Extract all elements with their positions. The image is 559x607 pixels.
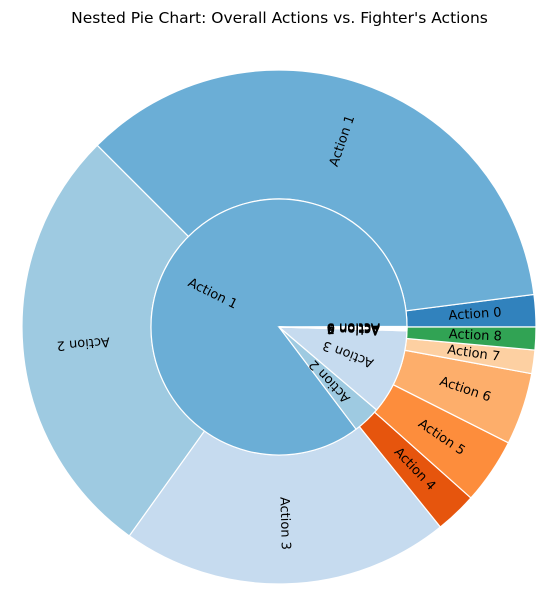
outer-label-action-3: Action 3 [276, 497, 293, 551]
inner-label-action-0: Action 0 [327, 319, 380, 334]
inner-label-action-6: Action 6 [327, 320, 380, 336]
inner-wedge-action-9 [278, 326, 408, 329]
inner-ring [150, 198, 408, 456]
outer-label-action-2: Action 2 [56, 333, 110, 352]
outer-ring [21, 69, 537, 585]
outer-label-action-7: Action 7 [446, 343, 501, 365]
inner-label-action-9: Action 9 [327, 320, 380, 335]
chart-title: Nested Pie Chart: Overall Actions vs. Fi… [71, 9, 488, 27]
inner-label-action-7: Action 7 [327, 320, 380, 336]
inner-label-action-4: Action 4 [326, 321, 380, 337]
inner-wedge-action-3 [277, 326, 408, 411]
outer-label-action-0: Action 0 [448, 305, 502, 323]
inner-label-action-8: Action 8 [327, 320, 380, 335]
inner-label-action-5: Action 5 [326, 321, 379, 337]
outer-label-action-8: Action 8 [448, 327, 502, 344]
